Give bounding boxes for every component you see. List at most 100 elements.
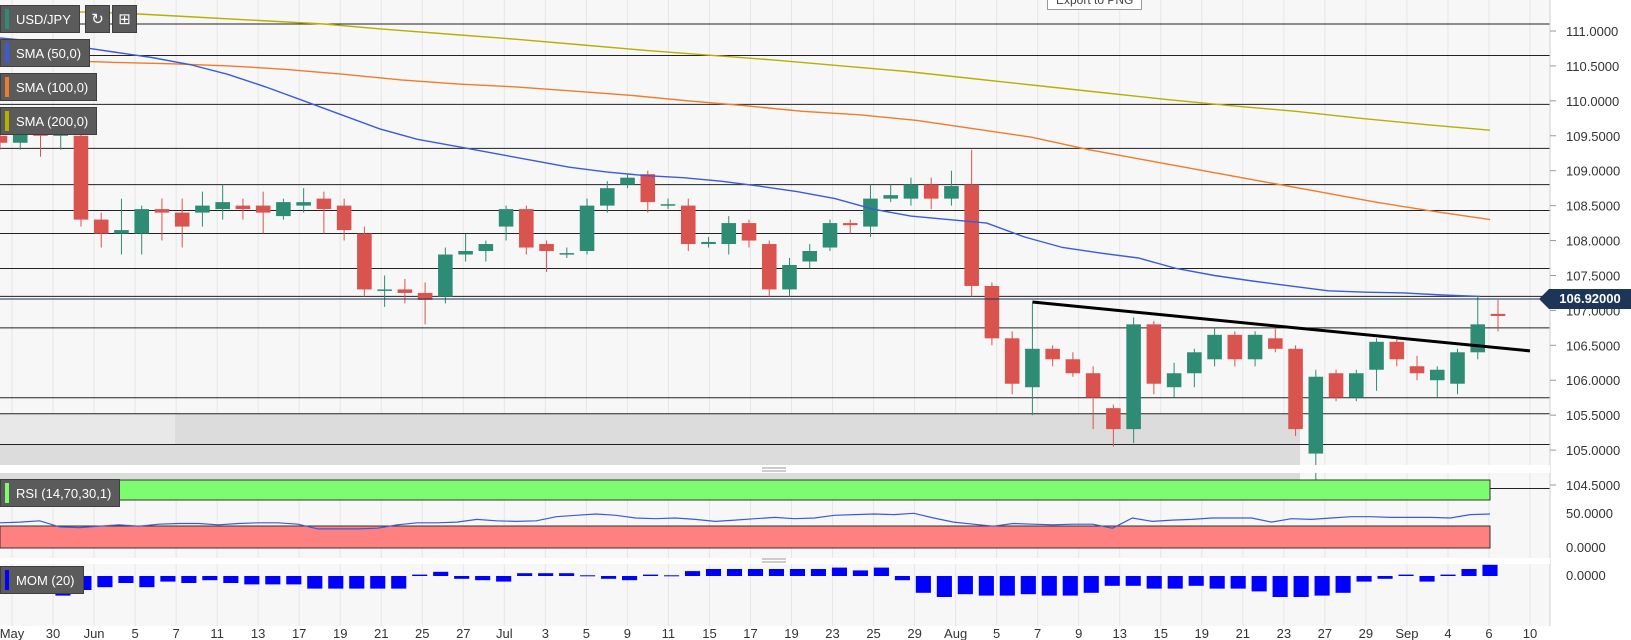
x-tick-label: 7	[172, 626, 179, 640]
panel-separator-2	[0, 558, 1550, 564]
x-tick-label: 19	[784, 626, 798, 640]
sma100-badge[interactable]: SMA (100,0)	[0, 73, 98, 101]
candle-body	[1065, 359, 1081, 374]
candle-body	[761, 244, 777, 290]
candle-body	[1166, 373, 1182, 388]
x-tick-label: 11	[210, 626, 224, 640]
x-axis-background	[0, 626, 1631, 640]
candle-body	[93, 219, 109, 234]
export-tooltip: Export to PNG	[1047, 0, 1143, 10]
mom-bar	[1251, 576, 1267, 592]
price-axis-background	[1550, 0, 1631, 640]
mom-bar	[1125, 576, 1141, 586]
candle-body	[458, 251, 473, 255]
mom-bar	[957, 576, 973, 595]
x-tick-label: 7	[1034, 626, 1041, 640]
mom-badge[interactable]: MOM (20)	[0, 566, 84, 594]
candle-body	[984, 285, 1000, 339]
refresh-button[interactable]: ↻	[85, 5, 110, 33]
x-tick-label: 21	[1236, 626, 1250, 640]
sma50-swatch	[5, 43, 9, 63]
x-tick-label: 25	[415, 626, 429, 640]
mom-bar	[223, 576, 239, 583]
x-tick-label: 29	[907, 626, 921, 640]
x-tick-label: 5	[583, 626, 590, 640]
x-tick-label: 3	[542, 626, 549, 640]
candle-body	[1085, 373, 1101, 398]
mom-bar	[705, 569, 722, 576]
mom-bar	[999, 576, 1015, 596]
candle-body	[802, 251, 818, 262]
price-tick-label: 108.0000	[1566, 234, 1620, 249]
mom-bar	[622, 576, 638, 581]
candle-body	[1429, 369, 1445, 381]
x-tick-label: May	[0, 626, 25, 640]
mom-bar	[978, 576, 994, 596]
candle-body	[0, 135, 8, 143]
candle-body	[782, 264, 797, 290]
sma200-badge[interactable]: SMA (200,0)	[0, 107, 98, 135]
candle-body	[235, 205, 251, 210]
candle-body	[1247, 334, 1263, 360]
mom-bar	[684, 571, 701, 576]
mom-bar	[663, 575, 680, 577]
rsi-line	[0, 512, 1491, 530]
x-tick-label: 11	[662, 626, 676, 640]
mom-bar	[1335, 576, 1351, 593]
candle-body	[863, 198, 878, 227]
candle-body	[1450, 352, 1465, 384]
candle-body	[1470, 324, 1486, 353]
mom-bar	[412, 574, 428, 576]
mom-bar	[265, 576, 281, 585]
mom-bar	[1167, 576, 1183, 589]
candle-body	[1106, 408, 1121, 430]
candle-body	[1349, 373, 1364, 398]
sma100-line	[0, 56, 1491, 221]
candle-body	[154, 209, 170, 213]
mom-bar	[160, 576, 176, 582]
mom-bar	[1356, 576, 1372, 582]
x-tick-label: 27	[1318, 626, 1332, 640]
rsi-badge[interactable]: RSI (14,70,30,1)	[0, 479, 121, 507]
x-tick-label: 17	[743, 626, 757, 640]
mom-bar	[1062, 576, 1078, 596]
candle-body	[296, 202, 311, 206]
symbol-badge[interactable]: USD/JPY	[0, 5, 80, 33]
mom-bar	[915, 576, 931, 593]
x-tick-label: 15	[1154, 626, 1168, 640]
price-tick-label: 104.5000	[1566, 478, 1620, 493]
candle-body	[215, 202, 230, 210]
mom-bar	[936, 576, 952, 597]
mom-bar	[1188, 576, 1204, 586]
mom-bar	[1020, 576, 1036, 595]
mom-bar	[328, 576, 344, 589]
mom-bar	[768, 569, 785, 576]
chart-settings-button[interactable]: ⊞	[112, 5, 137, 33]
candle-body	[579, 205, 595, 252]
candle-body	[620, 177, 635, 185]
mom-bar	[726, 569, 743, 576]
mom-bar	[139, 576, 155, 588]
x-tick-label: Sep	[1395, 626, 1418, 640]
mom-bar	[202, 576, 218, 581]
mom-bar	[1314, 576, 1330, 596]
x-tick-label: 25	[866, 626, 880, 640]
rsi-oversold-band	[0, 525, 1491, 549]
last-price-tag: 106.92000	[1539, 289, 1631, 309]
x-tick-label: 5	[993, 626, 1000, 640]
mom-bar	[1419, 576, 1435, 582]
candle-body	[701, 241, 716, 245]
mom-bar	[181, 576, 197, 583]
candle-body	[822, 223, 838, 248]
x-tick-label: 23	[1277, 626, 1291, 640]
x-tick-label: 27	[456, 626, 470, 640]
candle-body	[660, 204, 676, 206]
price-tick-label: 105.0000	[1566, 443, 1620, 458]
sma50-badge[interactable]: SMA (50,0)	[0, 39, 91, 67]
mom-bar	[789, 569, 806, 576]
price-tick-label: 106.5000	[1566, 338, 1620, 353]
mom-bar	[118, 576, 134, 583]
mom-bar	[1083, 576, 1099, 593]
mom-bar	[643, 574, 659, 576]
